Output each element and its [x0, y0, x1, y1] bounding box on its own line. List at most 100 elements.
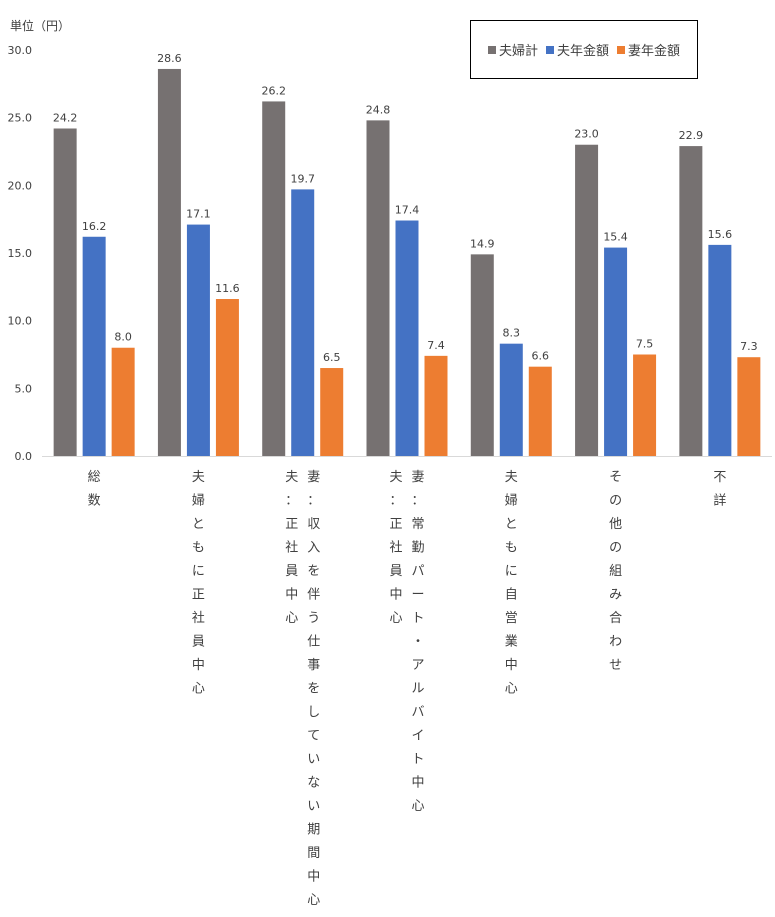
x-category-label-char: 勤: [411, 541, 424, 556]
x-category-label-char: ・: [411, 635, 424, 650]
bar-couple-total: [470, 254, 494, 456]
x-category-label-char: み: [609, 588, 622, 603]
x-category-label-char: 詳: [713, 493, 726, 509]
bar-wife: [737, 357, 761, 456]
x-category-label-char: 夫: [389, 470, 402, 485]
data-label-couple-total: 28.6: [157, 52, 182, 65]
data-label-couple-total: 14.9: [470, 237, 495, 250]
data-label-couple-total: 24.2: [53, 111, 78, 124]
x-category-label-char: 他: [609, 517, 622, 532]
x-category-label-char: 心: [505, 682, 518, 697]
x-category-label-char: の: [609, 494, 622, 509]
x-category-label-char: し: [307, 705, 320, 720]
x-category-label-char: 中: [307, 870, 320, 885]
x-category-label-char: 間: [307, 846, 320, 861]
data-label-wife: 11.6: [215, 282, 240, 295]
x-category-label-char: 中: [505, 658, 518, 673]
legend-swatch-husband: [545, 45, 554, 54]
x-category-label-char: ト: [411, 611, 424, 626]
x-category-label-char: 組: [609, 564, 622, 579]
x-category-label-char: 数: [88, 494, 101, 509]
data-label-wife: 6.6: [532, 350, 550, 363]
x-category-label-char: も: [505, 541, 518, 556]
bar-husband: [82, 236, 106, 456]
legend-item-couple-total: 夫婦計: [487, 40, 538, 59]
bar-wife: [528, 366, 552, 456]
x-category-label-char: ル: [411, 682, 424, 697]
bar-wife: [320, 368, 344, 456]
x-category-label-char: 総: [88, 470, 101, 485]
data-label-wife: 8.0: [114, 331, 132, 344]
x-category-label-char: そ: [609, 470, 622, 485]
data-label-husband: 17.1: [186, 208, 211, 221]
x-category-label-char: 仕: [307, 635, 320, 650]
x-category-label-char: 心: [307, 893, 320, 908]
x-category-label-char: パ: [411, 564, 424, 579]
x-category-label-char: 収: [307, 517, 320, 532]
legend-swatch-couple-total: [487, 45, 496, 54]
x-category-label-char: イ: [411, 729, 424, 744]
data-label-wife: 7.5: [636, 338, 654, 351]
x-category-label-char: 婦: [505, 493, 518, 509]
x-category-label-char: 中: [285, 588, 298, 603]
x-category-label-char: ー: [411, 588, 424, 603]
bar-couple-total: [53, 128, 77, 456]
x-category-label-char: 伴: [307, 588, 320, 603]
x-category-label-char: う: [307, 611, 320, 626]
x-category-label-char: 社: [192, 610, 205, 626]
data-label-wife: 7.4: [427, 339, 445, 352]
x-category-label-char: 不: [713, 470, 726, 485]
x-category-label-char: ト: [411, 752, 424, 767]
x-category-label-char: 心: [192, 682, 205, 697]
bar-husband: [499, 343, 523, 456]
x-category-label-char: 社: [285, 540, 298, 556]
x-category-label-char: を: [307, 682, 320, 697]
x-category-label-char: ：: [285, 494, 298, 509]
x-category-label-char: 婦: [192, 493, 205, 509]
x-category-label-char: 心: [411, 799, 424, 814]
bar-couple-total: [157, 68, 181, 457]
data-label-husband: 17.4: [395, 204, 420, 217]
data-label-couple-total: 22.9: [679, 129, 704, 142]
bar-husband: [395, 220, 419, 456]
x-category-label-char: 心: [285, 611, 298, 626]
bar-couple-total: [575, 144, 599, 456]
legend-label-wife: 妻年金額: [628, 44, 681, 59]
data-label-couple-total: 24.8: [366, 103, 391, 116]
x-category-label-char: 業: [505, 634, 518, 650]
x-category-label-char: ：: [307, 494, 320, 509]
data-label-couple-total: 23.0: [574, 128, 599, 141]
y-tick-label: 25.0: [8, 112, 33, 125]
x-category-label-char: を: [307, 564, 320, 579]
x-category-label-char: て: [307, 729, 320, 744]
data-label-husband: 15.4: [603, 231, 628, 244]
x-category-label-char: 自: [505, 588, 518, 603]
x-category-label-char: 社: [389, 540, 402, 556]
x-category-label-char: ：: [411, 494, 424, 509]
x-category-label-char: 合: [609, 611, 622, 626]
x-category-label-char: 員: [389, 564, 402, 579]
x-category-label-char: 入: [307, 541, 320, 556]
x-category-label-char: 夫: [285, 470, 298, 485]
bar-wife: [633, 354, 657, 456]
data-label-husband: 19.7: [290, 172, 315, 185]
x-category-label-char: な: [307, 776, 320, 791]
data-label-wife: 6.5: [323, 351, 341, 364]
bar-husband: [291, 189, 315, 457]
x-category-label-char: い: [307, 799, 320, 814]
legend-item-husband: 夫年金額: [545, 40, 609, 59]
data-label-husband: 8.3: [503, 327, 521, 340]
x-category-label-char: 夫: [505, 470, 518, 485]
x-category-label-char: 中: [411, 776, 424, 791]
y-tick-label: 15.0: [8, 247, 33, 260]
x-category-label-char: 正: [192, 588, 205, 603]
data-label-husband: 15.6: [708, 228, 733, 241]
x-category-label-char: 営: [505, 611, 518, 626]
data-label-wife: 7.3: [740, 340, 758, 353]
x-category-label-char: 心: [389, 611, 402, 626]
bar-husband: [708, 244, 732, 456]
x-category-label-char: バ: [411, 705, 424, 720]
y-tick-label: 10.0: [8, 315, 33, 328]
bar-couple-total: [679, 146, 703, 456]
